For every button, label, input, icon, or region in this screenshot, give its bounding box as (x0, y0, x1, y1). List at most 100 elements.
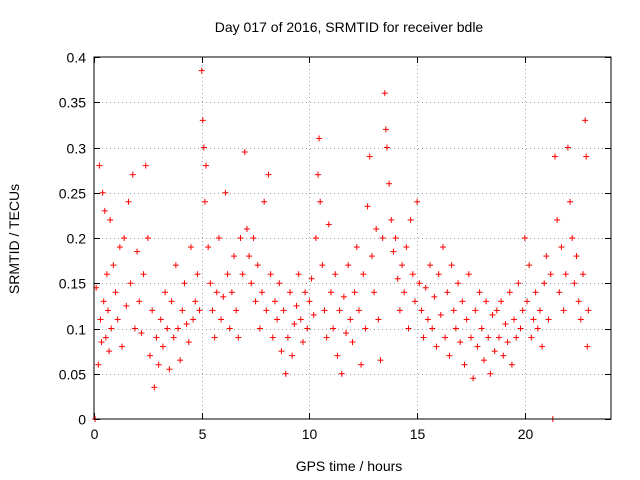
data-point (218, 316, 225, 323)
data-point (424, 316, 431, 323)
data-point (340, 293, 347, 300)
data-point (375, 316, 382, 323)
data-point (254, 262, 261, 269)
data-point (297, 316, 304, 323)
data-point (183, 320, 190, 327)
data-point (508, 361, 515, 368)
data-point (325, 221, 332, 228)
data-point (433, 343, 440, 350)
data-point (332, 271, 339, 278)
data-point (96, 162, 103, 169)
data-point (136, 298, 143, 305)
data-point (142, 162, 149, 169)
data-point (98, 339, 105, 346)
data-point (175, 325, 182, 332)
data-point (343, 330, 350, 337)
data-point (308, 275, 315, 282)
data-point (172, 262, 179, 269)
data-point (233, 307, 240, 314)
data-point (401, 289, 408, 296)
data-point (377, 357, 384, 364)
data-point (569, 235, 576, 241)
data-point (213, 289, 220, 296)
data-point (571, 280, 578, 287)
data-point (536, 307, 543, 314)
data-point (360, 271, 367, 278)
data-point (489, 311, 496, 318)
data-point (170, 334, 177, 341)
data-point (196, 307, 203, 314)
data-point (321, 307, 328, 314)
data-point (131, 325, 138, 332)
data-point (155, 361, 162, 368)
data-point (403, 244, 410, 251)
data-point (439, 244, 446, 251)
data-point (203, 162, 210, 169)
data-point (127, 280, 134, 287)
data-point (151, 384, 158, 391)
data-point (106, 348, 113, 355)
data-point (381, 90, 388, 97)
data-point (455, 280, 462, 287)
data-point (112, 289, 119, 296)
data-point (483, 298, 490, 305)
data-point (414, 198, 421, 205)
data-point (250, 235, 257, 241)
data-point (119, 343, 126, 350)
data-point (299, 339, 306, 346)
data-point (382, 126, 389, 133)
data-point (515, 280, 522, 287)
y-tick-label: 0.25 (59, 186, 86, 202)
data-point (334, 352, 341, 359)
data-point (267, 271, 274, 278)
data-point (316, 135, 323, 142)
data-point (582, 117, 589, 124)
data-point (551, 153, 558, 160)
data-point (241, 149, 248, 156)
data-point (543, 253, 550, 260)
data-point (280, 307, 287, 314)
data-point (457, 339, 464, 346)
data-point (179, 307, 186, 314)
data-point (166, 366, 173, 373)
data-point (259, 289, 266, 296)
data-point (409, 271, 416, 278)
data-point (144, 235, 151, 241)
data-point (577, 316, 584, 323)
data-point (407, 216, 414, 223)
data-point (532, 289, 539, 296)
data-point (278, 348, 285, 355)
data-point (228, 289, 235, 296)
data-point (567, 198, 574, 205)
y-tick-label: 0.35 (59, 95, 86, 111)
data-point (583, 153, 590, 160)
data-point (248, 280, 255, 287)
data-point (276, 280, 283, 287)
data-point (435, 271, 442, 278)
data-point (190, 316, 197, 323)
data-point (461, 361, 468, 368)
data-point (149, 307, 156, 314)
data-point (252, 298, 259, 305)
x-tick-label: 0 (91, 426, 99, 442)
data-point (282, 370, 289, 377)
data-point (388, 216, 395, 223)
data-point (394, 275, 401, 282)
data-point (123, 302, 130, 309)
data-point (327, 289, 334, 296)
x-axis-label: GPS time / hours (296, 458, 403, 474)
data-point (506, 289, 513, 296)
data-point (539, 343, 546, 350)
data-point (287, 289, 294, 296)
data-point (448, 262, 455, 269)
data-point (379, 235, 386, 241)
data-point (498, 298, 505, 305)
x-tick-label: 10 (302, 426, 318, 442)
data-point (336, 307, 343, 314)
data-point (330, 325, 337, 332)
data-point (396, 307, 403, 314)
data-point (226, 325, 233, 332)
data-point (573, 253, 580, 260)
data-point (209, 307, 216, 314)
data-point (452, 325, 459, 332)
